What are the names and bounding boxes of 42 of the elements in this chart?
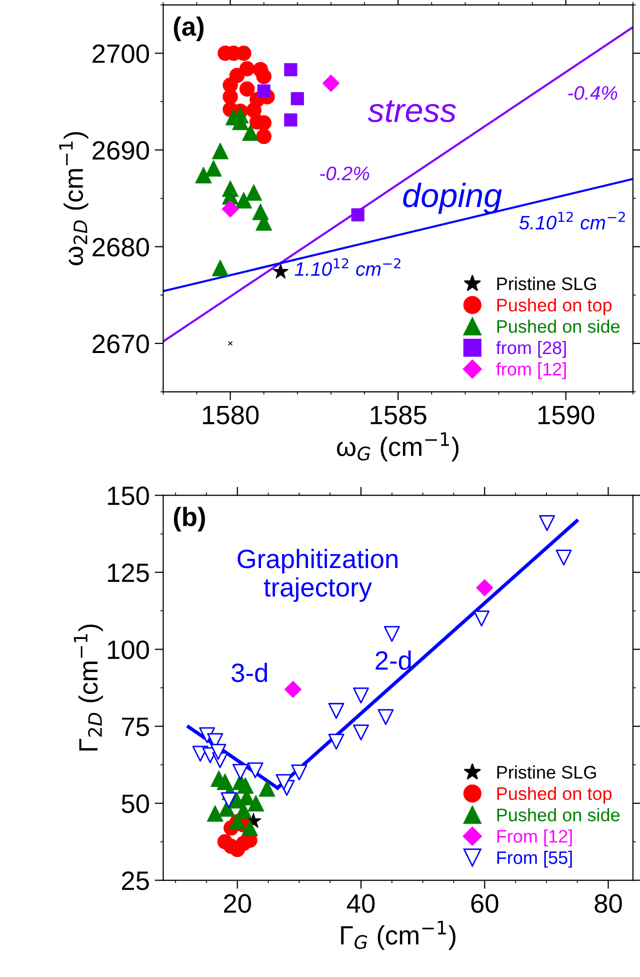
annotation: -0.4% (568, 86, 618, 100)
legend-label: Pristine SLG (497, 765, 596, 779)
x-tick-label: 20 (224, 894, 252, 913)
annotation: 2-d (376, 650, 411, 670)
legend-label: Pushed on side (497, 320, 620, 333)
annotation: 3-d (232, 662, 268, 682)
legend-label: Pristine SLG (497, 276, 596, 290)
y-tick-label: 2690 (92, 141, 149, 160)
y-tick-label: 150 (108, 486, 149, 506)
y-tick-label: 125 (108, 563, 149, 582)
annotation: doping (403, 182, 502, 214)
annotation: 5.10$^{12}$ cm$^{−2}$ (519, 212, 625, 230)
y-tick-label: 2670 (92, 334, 149, 354)
y-tick-label: 2700 (92, 44, 149, 64)
annotation: Graphitization trajectory (238, 548, 398, 602)
y-axis-title: ω$_{2D}$ (cm$^{−1}$) (59, 132, 88, 266)
legend-label: from [12] (496, 362, 566, 380)
annotation: 1.10$^{12}$ cm$^{−2}$ (294, 258, 400, 276)
legend-label: From [12] (497, 829, 572, 846)
x-tick-label: 40 (346, 894, 375, 913)
x-tick-label: 60 (471, 894, 498, 913)
y-tick-label: 2680 (92, 238, 149, 257)
x-tick-label: 1585 (370, 406, 426, 424)
annotation: (a) (174, 16, 204, 42)
x-tick-label: 80 (594, 894, 622, 913)
y-tick-label: 25 (122, 871, 149, 890)
legend-label: from [28] (496, 340, 566, 358)
annotation: -0.2% (320, 166, 370, 180)
legend-label: Pushed on side (497, 808, 620, 822)
x-axis-title: ω$_{G}$ (cm$^{−1}$) (337, 432, 458, 462)
y-tick-label: 50 (122, 794, 149, 814)
annotation: stress (368, 100, 456, 122)
y-tick-label: 100 (108, 640, 149, 660)
y-tick-label: 75 (122, 718, 149, 736)
x-axis-title: Γ$_{G}$ (cm$^{−1}$) (341, 920, 456, 950)
x-tick-label: 1590 (538, 406, 594, 424)
legend-label: Pushed on top (497, 786, 612, 804)
y-axis-title: Γ$_{2D}$ (cm$^{−1}$) (74, 624, 103, 751)
x-tick-label: 1580 (202, 406, 259, 424)
annotation: (b) (174, 506, 205, 532)
legend-label: From [55] (497, 850, 572, 868)
legend-label: Pushed on top (497, 298, 612, 316)
